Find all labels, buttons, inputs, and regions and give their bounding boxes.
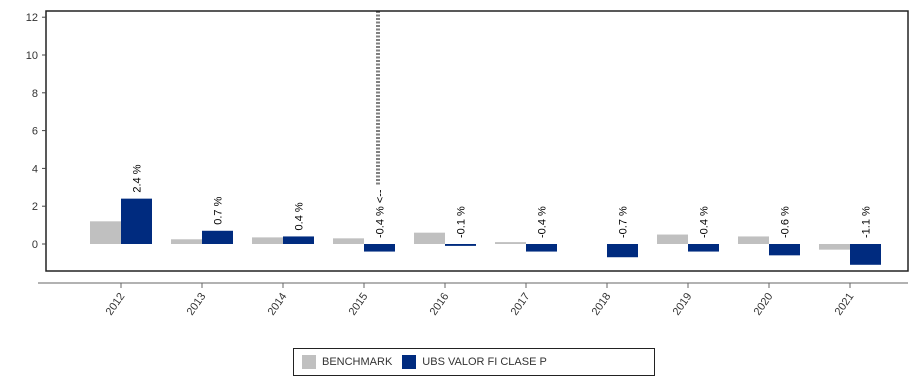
data-label-2017: -0.4 % (537, 206, 549, 238)
data-label-2013: 0.7 % (213, 196, 225, 224)
data-label-2019: -0.4 % (699, 206, 711, 238)
x-tick-label-2016: 2016 (428, 291, 452, 318)
x-tick-label-2017: 2017 (509, 291, 533, 318)
x-tick-label-2015: 2015 (347, 291, 371, 318)
bar-benchmark-2012 (90, 221, 121, 244)
data-label-2021: -1.1 % (861, 206, 873, 238)
bar-fund-2018 (607, 244, 638, 258)
y-tick-label: 0 (32, 239, 38, 251)
y-tick-label: 6 (32, 126, 38, 138)
legend-item-benchmark: BENCHMARK (302, 355, 392, 369)
bar-fund-2017 (526, 244, 557, 252)
data-label-2014: 0.4 % (294, 202, 306, 230)
bar-fund-2012 (121, 198, 152, 244)
y-tick-label: 12 (26, 12, 38, 24)
x-tick-label-2013: 2013 (185, 291, 209, 318)
legend-label-fund: UBS VALOR FI CLASE P (422, 356, 547, 368)
y-tick-label: 10 (26, 50, 38, 62)
x-tick-label-2020: 2020 (752, 291, 776, 318)
data-label-2012: 2.4 % (132, 164, 144, 192)
bar-fund-2020 (769, 244, 800, 256)
data-label-2016: -0.1 % (456, 206, 468, 238)
bar-fund-2015 (364, 244, 395, 252)
bar-benchmark-2019 (657, 234, 688, 244)
y-tick-label: 4 (32, 163, 38, 175)
bar-fund-2013 (202, 230, 233, 244)
bar-benchmark-2013 (171, 239, 202, 244)
bar-benchmark-2020 (738, 236, 769, 244)
plot-frame (45, 10, 909, 272)
x-tick-label-2021: 2021 (833, 291, 857, 318)
legend-label-benchmark: BENCHMARK (322, 356, 393, 368)
x-tick-label-2019: 2019 (671, 291, 695, 318)
x-tick-label-2014: 2014 (266, 291, 290, 318)
bar-fund-2014 (283, 236, 314, 244)
x-tick-label-2018: 2018 (590, 291, 614, 318)
legend-swatch-benchmark (302, 355, 316, 369)
bar-benchmark-2016 (414, 232, 445, 244)
bar-benchmark-2017 (495, 242, 526, 244)
y-tick-label: 2 (32, 201, 38, 213)
y-tick-label: 8 (32, 88, 38, 100)
legend-item-fund: UBS VALOR FI CLASE P (402, 355, 547, 369)
bar-benchmark-2021 (819, 244, 850, 250)
bar-benchmark-2015 (333, 238, 364, 244)
data-label-2020: -0.6 % (780, 206, 792, 238)
data-label-2018: -0.7 % (618, 206, 630, 238)
legend: BENCHMARK UBS VALOR FI CLASE P (293, 348, 655, 376)
legend-swatch-fund (402, 355, 417, 369)
bar-fund-2021 (850, 244, 881, 265)
data-label-2015: -0.4 % <-- (375, 189, 387, 238)
x-tick-label-2012: 2012 (104, 291, 128, 318)
bar-benchmark-2014 (252, 237, 283, 244)
bar-fund-2016 (445, 244, 476, 246)
bar-fund-2019 (688, 244, 719, 252)
